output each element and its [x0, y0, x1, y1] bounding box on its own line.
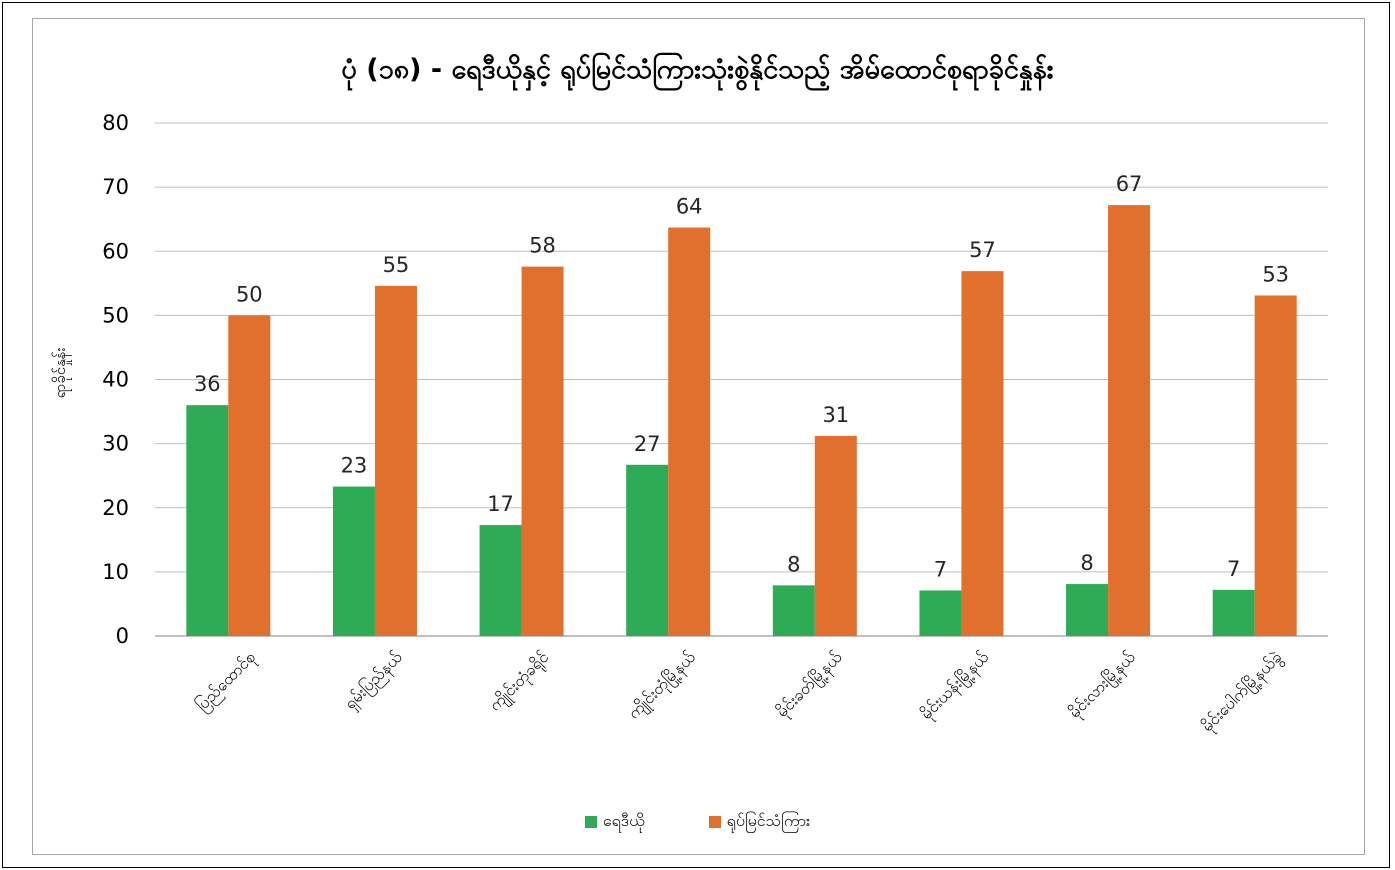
bar	[374, 285, 417, 636]
data-label: 58	[529, 234, 556, 258]
bar	[332, 486, 375, 636]
y-tick-label: 80	[102, 111, 129, 135]
y-tick-label: 70	[102, 175, 129, 199]
data-label: 27	[634, 432, 661, 456]
y-tick-label: 10	[102, 560, 129, 584]
x-tick-label: ကျိုင်းတုံခရိုင်	[485, 647, 555, 717]
y-tick-label: 30	[102, 432, 129, 456]
x-tick-label: မိုင်းပေါက်မြို့နယ်ခွဲ	[1198, 647, 1288, 737]
bar	[479, 525, 522, 636]
x-tick-label: ရှမ်းပြည်နယ်	[340, 647, 408, 715]
y-tick-label: 20	[102, 496, 129, 520]
bar	[1254, 295, 1297, 636]
x-tick-label: မိုင်းယန်းမြို့နယ်	[917, 647, 995, 725]
x-tick-label: မိုင်းလားမြို့နယ်	[1065, 647, 1142, 724]
bar	[919, 590, 962, 636]
legend: ရေဒီယို ရုပ်မြင်သံကြား	[0, 810, 1395, 834]
data-label: 53	[1262, 262, 1289, 286]
bar	[668, 227, 711, 636]
data-label: 31	[822, 403, 849, 427]
data-label: 17	[487, 492, 514, 516]
data-label: 7	[934, 557, 947, 581]
legend-item-radio: ရေဒီယို	[584, 810, 645, 834]
legend-label-radio: ရေဒီယို	[602, 811, 645, 830]
data-label: 57	[969, 238, 996, 262]
legend-item-tv: ရုပ်မြင်သံကြား	[708, 810, 811, 834]
y-tick-label: 40	[102, 368, 129, 392]
data-label: 36	[194, 372, 221, 396]
data-label: 67	[1116, 172, 1143, 196]
legend-label-tv: ရုပ်မြင်သံကြား	[726, 811, 811, 830]
y-tick-label: 60	[102, 239, 129, 263]
y-tick-label: 50	[102, 303, 129, 327]
data-label: 7	[1227, 557, 1240, 581]
x-tick-label: ကျိုင်းတုံမြို့နယ်	[624, 647, 701, 724]
x-tick-label: ပြည်ထောင်စု	[192, 647, 261, 716]
bar	[1212, 589, 1255, 636]
bar	[186, 405, 229, 636]
data-label: 23	[341, 454, 368, 478]
data-label: 55	[383, 253, 410, 277]
data-label: 50	[236, 282, 263, 306]
bar	[772, 585, 815, 636]
bar	[961, 271, 1004, 636]
data-label: 8	[787, 552, 800, 576]
legend-swatch-tv	[708, 816, 721, 828]
x-tick-label: မိုင်းခတ်မြို့နယ်	[772, 647, 848, 723]
bar	[1108, 205, 1151, 636]
y-tick-label: 0	[116, 624, 129, 648]
bar	[626, 464, 669, 636]
data-label: 64	[676, 195, 703, 219]
chart-title: ပုံ (၁၈) - ရေဒီယိုနှင့် ရုပ်မြင်သံကြားသု…	[341, 54, 1054, 85]
legend-swatch-radio	[584, 816, 597, 828]
bar	[521, 266, 564, 636]
bar	[228, 315, 271, 636]
bar	[1066, 584, 1109, 636]
bar	[814, 435, 857, 636]
data-label: 8	[1080, 551, 1093, 575]
